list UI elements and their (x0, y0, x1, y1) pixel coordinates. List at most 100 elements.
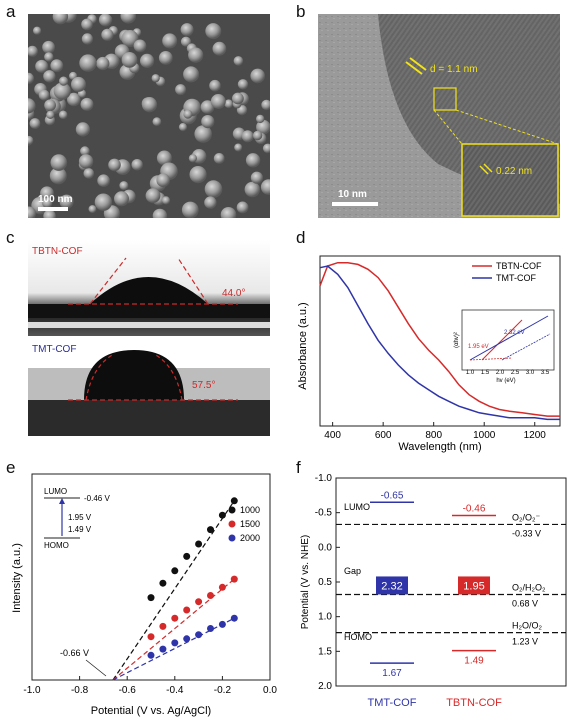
sem-particle (250, 68, 265, 84)
tauc-tick-label: 1.5 (481, 370, 490, 376)
inset-lumo: LUMO (44, 487, 67, 496)
mott-schottky-chart: -1.0 -0.8 -0.6 -0.4 -0.2 0.0 Potential (V vs.… (11, 473, 277, 717)
plot-frame-d (319, 255, 561, 427)
sem-particle (79, 54, 97, 72)
sem-particle (80, 97, 94, 111)
data-point-1500 (183, 606, 191, 614)
x-tick-label-e: -0.4 (166, 685, 184, 696)
data-point-2000 (195, 631, 203, 639)
d-spacing-label: d = 1.1 nm (430, 64, 478, 75)
sem-particle (83, 168, 95, 179)
fit-line-1500 (112, 578, 235, 681)
legend-e: 1000 1500 2000 (228, 505, 260, 543)
data-point-2000 (207, 625, 214, 632)
sem-particle (33, 26, 42, 35)
sem-particle (151, 74, 160, 83)
sem-particle (81, 33, 93, 45)
sem-particle (224, 99, 234, 109)
droplet-tmt (84, 350, 184, 400)
intercept-arrow (85, 659, 107, 677)
sem-particle (261, 99, 270, 111)
scale-bar-b (332, 202, 378, 206)
category-tmt: TMT-COF (368, 697, 417, 709)
data-point-2000 (171, 639, 179, 647)
legend-1000: 1000 (240, 505, 260, 515)
sem-particle (78, 154, 94, 169)
category-tbtn: TBTN-COF (446, 697, 502, 709)
legend-d: TBTN-COF TMT-COF (472, 261, 542, 283)
x-tick-label-d: 800 (425, 430, 442, 441)
data-point-2000 (183, 635, 191, 643)
sem-particle (234, 143, 243, 152)
sem-particle (210, 94, 226, 109)
sem-particle (28, 45, 38, 57)
gap-box (376, 576, 408, 595)
x-tick-label-e: -0.2 (214, 685, 232, 696)
sem-particle (81, 18, 93, 31)
sem-particle (188, 47, 204, 63)
scale-label-a: 100 nm (38, 194, 73, 205)
data-point-2000 (230, 614, 238, 622)
lumo-value: -0.65 (381, 490, 404, 501)
row-label-gap: Gap (344, 566, 361, 576)
sem-particle (236, 201, 249, 214)
inset-homo: HOMO (44, 541, 69, 550)
sem-particle (244, 181, 260, 198)
tauc-tick-label: 3.5 (541, 370, 550, 376)
x-tick-label-e: 0.0 (263, 685, 277, 696)
data-point-1000 (159, 579, 167, 587)
band-inset-e: LUMO -0.46 V 1.95 V 1.49 V HOMO (44, 487, 110, 550)
data-point-1000 (183, 552, 191, 560)
sem-particle (209, 79, 221, 92)
series-line-tbtn (319, 261, 560, 417)
sem-particle (46, 110, 55, 119)
uv-vis-chart: 400 600 800 1000 1200 Wavelength (nm) Absorb… (297, 255, 561, 453)
tauc-tick-label: 2.5 (511, 370, 520, 376)
panel-label-b: b (296, 2, 306, 21)
sem-particle (133, 39, 147, 53)
data-point-1000 (195, 540, 203, 548)
label-tmt-cof: TMT-COF (32, 344, 76, 355)
sem-particle (35, 59, 49, 73)
sem-particle (59, 194, 74, 209)
angle-tbtn: 44.0° (222, 288, 245, 299)
sem-particle (28, 135, 34, 145)
fit-line-1000 (112, 500, 235, 681)
sem-particle (183, 66, 200, 83)
inset-gap: 1.95 V (68, 513, 92, 522)
y-tick-label-f: 1.5 (318, 646, 332, 657)
data-point-1500 (195, 598, 203, 606)
sem-particle (250, 171, 263, 184)
sem-particle (53, 82, 71, 100)
panel-label-d: d (296, 228, 306, 247)
sem-particle (152, 208, 168, 218)
data-point-1000 (218, 511, 226, 519)
sem-particle (59, 76, 69, 86)
data-point-1500 (147, 633, 155, 641)
sem-particle (156, 150, 172, 166)
data-point-1500 (171, 614, 179, 622)
sem-particle (180, 23, 194, 37)
sem-particle (241, 130, 254, 143)
series-line-tmt (319, 265, 560, 421)
sem-particle (29, 118, 41, 129)
tem-image: d = 1.1 nm 0.22 nm 10 nm (318, 14, 560, 218)
data-point-1500 (159, 622, 167, 630)
sem-particle (44, 52, 54, 62)
y-tick-label-f: 1.0 (318, 612, 332, 623)
reference-value-label: 0.68 V (512, 598, 538, 608)
homo-value: 1.67 (382, 668, 402, 679)
sem-particle (232, 92, 244, 105)
sem-particle (49, 167, 67, 185)
band-diagram: -1.0 -0.5 0.0 0.5 1.0 1.5 2.0 O₂/O₂⁻ -0.33 V O₂/… (300, 473, 567, 709)
contact-angle-panel: TBTN-COF 44.0° TMT-COF 57.5° (28, 240, 270, 436)
x-tick-label-e: -0.6 (119, 685, 137, 696)
plot-frame-e (31, 473, 271, 681)
sem-particle (200, 100, 215, 114)
angle-tmt: 57.5° (192, 380, 215, 391)
inset-homo-value: 1.49 V (68, 525, 92, 534)
row-label-homo: HOMO (344, 632, 372, 642)
gap-box (458, 576, 490, 595)
sem-particle (40, 186, 54, 201)
y-tick-label-f: -1.0 (315, 473, 333, 484)
